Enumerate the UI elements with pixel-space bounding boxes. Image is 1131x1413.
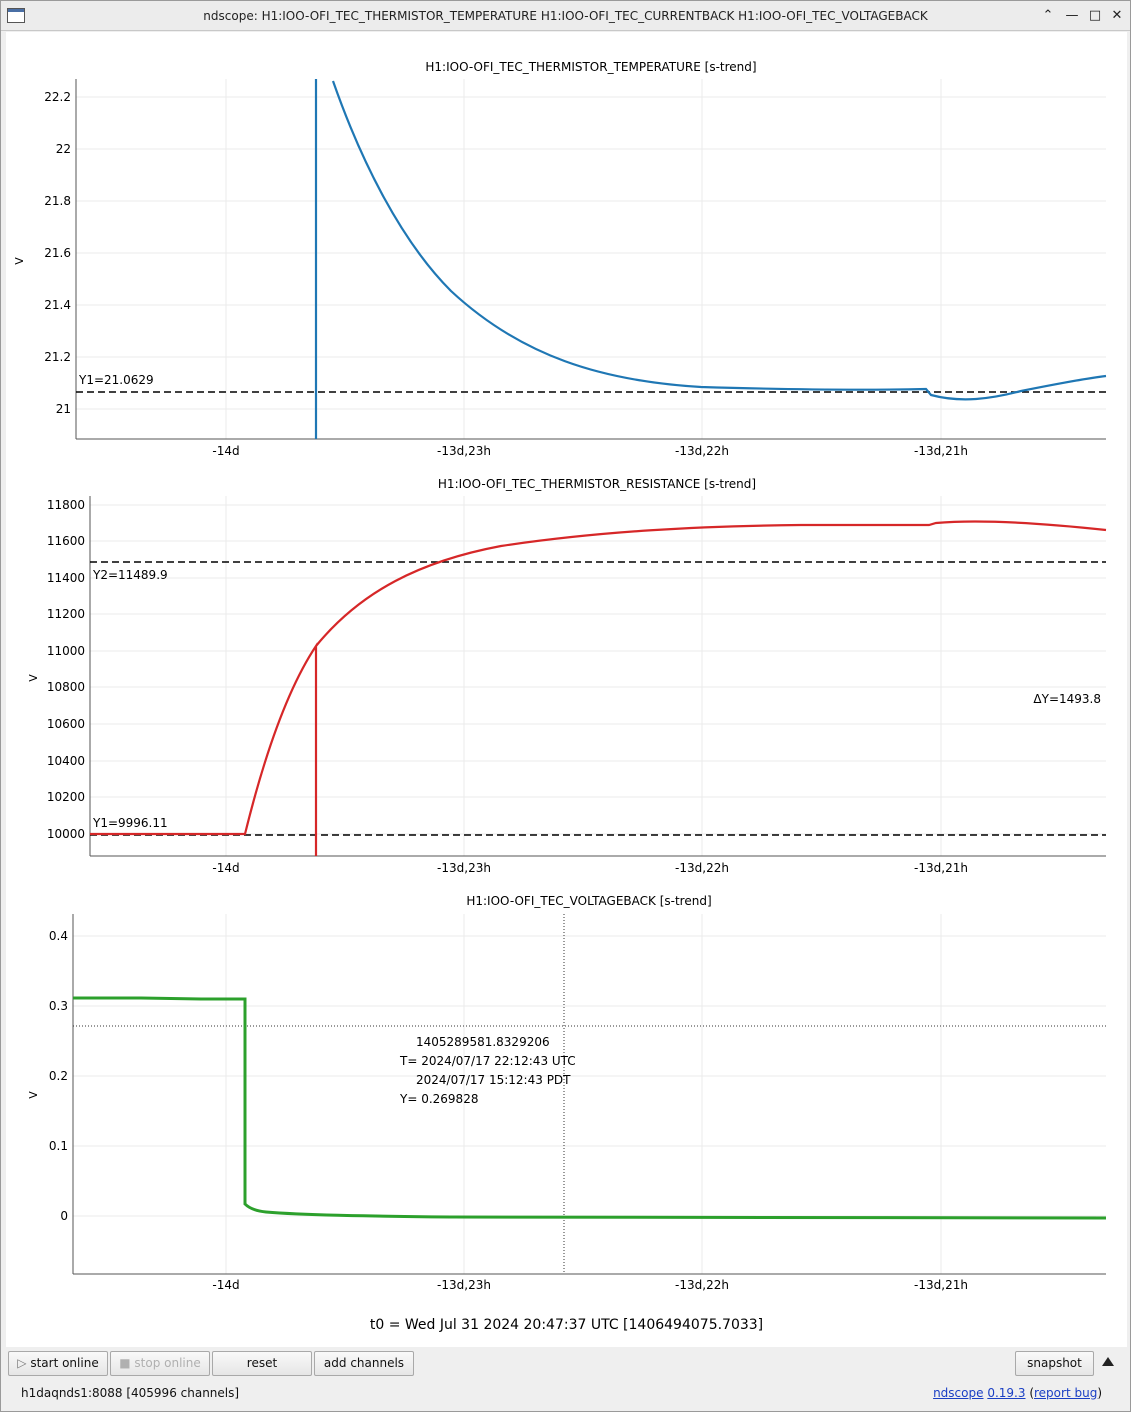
x-tick-labels: -14d -13d,23h -13d,22h -13d,21h (212, 861, 968, 875)
grid (76, 79, 1106, 439)
y-tick-labels: 22.2 22 21.8 21.6 21.4 21.2 21 (44, 90, 71, 416)
plot-title: H1:IOO-OFI_TEC_VOLTAGEBACK [s-trend] (466, 894, 711, 908)
voltageback-trace (73, 996, 1107, 1220)
y-axis-label: V (27, 1091, 40, 1099)
add-channels-button[interactable]: add channels (314, 1351, 414, 1376)
reset-button[interactable]: reset (212, 1351, 312, 1376)
y2-cursor-label: Y2=11489.9 (92, 568, 168, 582)
y-axis-label: V (13, 257, 26, 265)
stop-online-button[interactable]: ■ stop online (110, 1351, 210, 1376)
xtick: -13d,23h (437, 1278, 491, 1292)
ytick: 0.4 (49, 929, 68, 943)
chevron-up-icon[interactable]: ⌃ (1042, 8, 1054, 23)
stop-online-label: stop online (134, 1356, 201, 1370)
crosshair-readout: 1405289581.8329206 T= 2024/07/17 22:12:4… (399, 1035, 576, 1106)
crosshair-gps: 1405289581.8329206 (416, 1035, 550, 1049)
ytick: 11600 (47, 534, 85, 548)
version-info: ndscope 0.19.3 (report bug) (933, 1386, 1102, 1400)
temperature-trace (314, 79, 1107, 439)
ytick: 0.2 (49, 1069, 68, 1083)
xtick: -13d,23h (437, 861, 491, 875)
play-icon: ▷ (17, 1356, 31, 1370)
xtick: -13d,22h (675, 444, 729, 458)
xtick: -14d (212, 1278, 239, 1292)
start-online-label: start online (30, 1356, 99, 1370)
xtick: -14d (212, 861, 239, 875)
ytick: 21.8 (44, 194, 71, 208)
status-bar: h1daqnds1:8088 [405996 channels] ndscope… (1, 1381, 1130, 1407)
ytick: 10400 (47, 754, 85, 768)
ytick: 0 (60, 1209, 68, 1223)
y-tick-labels: 11800 11600 11400 11200 11000 10800 1060… (47, 498, 85, 841)
grid (90, 496, 1106, 856)
close-icon[interactable]: ✕ (1111, 8, 1123, 23)
y-tick-labels: 0.4 0.3 0.2 0.1 0 (49, 929, 68, 1223)
stop-icon: ■ (119, 1356, 135, 1370)
xtick: -13d,22h (675, 861, 729, 875)
crosshair-utc: T= 2024/07/17 22:12:43 UTC (399, 1054, 576, 1068)
ytick: 11400 (47, 571, 85, 585)
collapse-triangle-icon[interactable] (1102, 1357, 1114, 1366)
plot-area[interactable] (6, 32, 1127, 1347)
ytick: 21.2 (44, 350, 71, 364)
x-tick-labels: -14d -13d,23h -13d,22h -13d,21h (212, 1278, 968, 1292)
xtick: -13d,21h (914, 1278, 968, 1292)
plot-voltageback[interactable]: H1:IOO-OFI_TEC_VOLTAGEBACK [s-trend] V 0… (27, 894, 1107, 1292)
server-status: h1daqnds1:8088 [405996 channels] (21, 1386, 240, 1400)
ytick: 0.1 (49, 1139, 68, 1153)
xtick: -13d,21h (914, 444, 968, 458)
delta-y-label: ΔY=1493.8 (1033, 692, 1101, 706)
window-title: ndscope: H1:IOO-OFI_TEC_THERMISTOR_TEMPE… (203, 9, 928, 23)
plot-title: H1:IOO-OFI_TEC_THERMISTOR_TEMPERATURE [s… (425, 60, 756, 74)
ytick: 21.4 (44, 298, 71, 312)
xtick: -13d,23h (437, 444, 491, 458)
y1-cursor-label: Y1=21.0629 (78, 373, 154, 387)
crosshair-pdt: 2024/07/17 15:12:43 PDT (416, 1073, 571, 1087)
ytick: 21.6 (44, 246, 71, 260)
grid (73, 914, 1106, 1274)
ytick: 22 (56, 142, 71, 156)
ytick: 10600 (47, 717, 85, 731)
y-axis-label: V (27, 674, 40, 682)
plot-title: H1:IOO-OFI_TEC_THERMISTOR_RESISTANCE [s-… (438, 477, 756, 491)
snapshot-button[interactable]: snapshot (1015, 1351, 1094, 1376)
plot-resistance[interactable]: H1:IOO-OFI_TEC_THERMISTOR_RESISTANCE [s-… (27, 477, 1107, 875)
ytick: 10000 (47, 827, 85, 841)
maximize-icon[interactable]: □ (1088, 8, 1102, 23)
plot-temperature[interactable]: H1:IOO-OFI_TEC_THERMISTOR_TEMPERATURE [s… (13, 60, 1107, 458)
ytick: 11800 (47, 498, 85, 512)
start-online-button[interactable]: ▷ start online (8, 1351, 108, 1376)
xtick: -14d (212, 444, 239, 458)
ytick: 11200 (47, 607, 85, 621)
xtick: -13d,22h (675, 1278, 729, 1292)
x-tick-labels: -14d -13d,23h -13d,22h -13d,21h (212, 444, 968, 458)
ytick: 10800 (47, 680, 85, 694)
ytick: 10200 (47, 790, 85, 804)
ytick: 22.2 (44, 90, 71, 104)
minimize-icon[interactable]: — (1065, 8, 1079, 23)
version-link[interactable]: 0.19.3 (987, 1386, 1026, 1400)
app-icon (7, 8, 25, 23)
ytick: 21 (56, 402, 71, 416)
y1-cursor-label: Y1=9996.11 (92, 816, 168, 830)
title-bar: ndscope: H1:IOO-OFI_TEC_THERMISTOR_TEMPE… (1, 1, 1130, 31)
ytick: 11000 (47, 644, 85, 658)
report-bug-link[interactable]: report bug (1034, 1386, 1098, 1400)
resistance-trace (90, 520, 1107, 856)
crosshair-y: Y= 0.269828 (399, 1092, 478, 1106)
t0-label: t0 = Wed Jul 31 2024 20:47:37 UTC [14064… (369, 1317, 764, 1333)
xtick: -13d,21h (914, 861, 968, 875)
ndscope-link[interactable]: ndscope (933, 1386, 984, 1400)
ytick: 0.3 (49, 999, 68, 1013)
toolbar: ▷ start online ■ stop online reset add c… (1, 1348, 1130, 1380)
